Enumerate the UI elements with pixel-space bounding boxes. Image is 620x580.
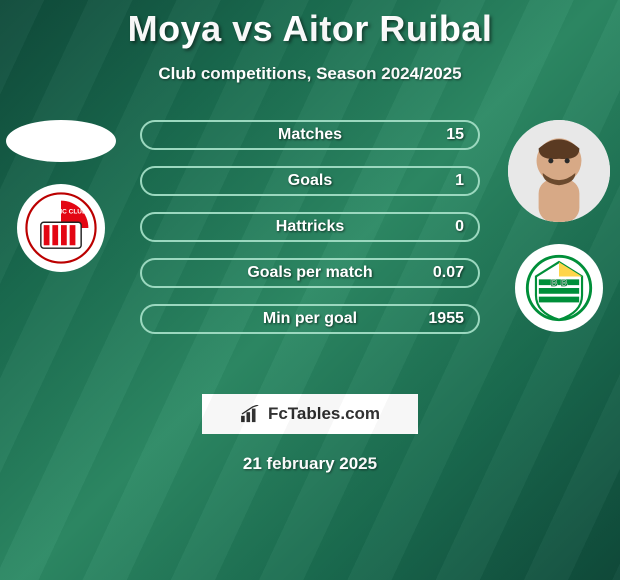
player-left-column: ATHLETIC CLUB (6, 120, 116, 272)
stat-label: Matches (278, 126, 342, 144)
stat-row: Matches 15 (140, 120, 480, 150)
player-photo-icon (508, 120, 610, 222)
svg-text:ATHLETIC CLUB: ATHLETIC CLUB (35, 209, 87, 216)
date: 21 february 2025 (0, 454, 620, 474)
athletic-club-crest-icon: ATHLETIC CLUB (25, 192, 97, 264)
stat-row: Min per goal 1955 (140, 304, 480, 334)
attribution-box: FcTables.com (202, 394, 418, 434)
stat-row: Goals 1 (140, 166, 480, 196)
real-betis-crest-icon: B B (523, 252, 595, 324)
bar-chart-icon (240, 405, 262, 423)
svg-text:B B: B B (550, 279, 567, 290)
player-right-avatar (508, 120, 610, 222)
stat-row: Goals per match 0.07 (140, 258, 480, 288)
player-left-avatar (6, 120, 116, 162)
player-right-column: B B (504, 120, 614, 332)
subtitle: Club competitions, Season 2024/2025 (0, 64, 620, 84)
stat-row: Hattricks 0 (140, 212, 480, 242)
stat-right-value: 0.07 (433, 264, 464, 282)
stat-right-value: 15 (446, 126, 464, 144)
stat-label: Goals per match (247, 264, 372, 282)
player-left-crest: ATHLETIC CLUB (17, 184, 105, 272)
attribution-text: FcTables.com (268, 404, 380, 424)
stat-right-value: 1 (455, 172, 464, 190)
player-right-crest: B B (515, 244, 603, 332)
stat-right-value: 0 (455, 218, 464, 236)
stat-label: Min per goal (263, 310, 357, 328)
stat-label: Goals (288, 172, 332, 190)
stat-label: Hattricks (276, 218, 344, 236)
comparison-area: ATHLETIC CLUB (0, 120, 620, 370)
stat-rows: Matches 15 Goals 1 Hattricks 0 Goals per… (140, 120, 480, 334)
stat-right-value: 1955 (428, 310, 464, 328)
page-title: Moya vs Aitor Ruibal (0, 0, 620, 50)
